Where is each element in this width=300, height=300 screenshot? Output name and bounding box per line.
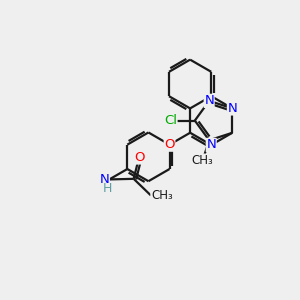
- Text: N: N: [206, 138, 216, 152]
- Text: CH₃: CH₃: [192, 154, 213, 167]
- Text: N: N: [100, 173, 109, 186]
- Text: O: O: [164, 138, 175, 151]
- Text: N: N: [227, 102, 237, 115]
- Text: CH₃: CH₃: [151, 189, 173, 202]
- Text: N: N: [204, 94, 214, 107]
- Text: Cl: Cl: [164, 114, 177, 127]
- Text: O: O: [134, 151, 144, 164]
- Text: H: H: [103, 182, 112, 195]
